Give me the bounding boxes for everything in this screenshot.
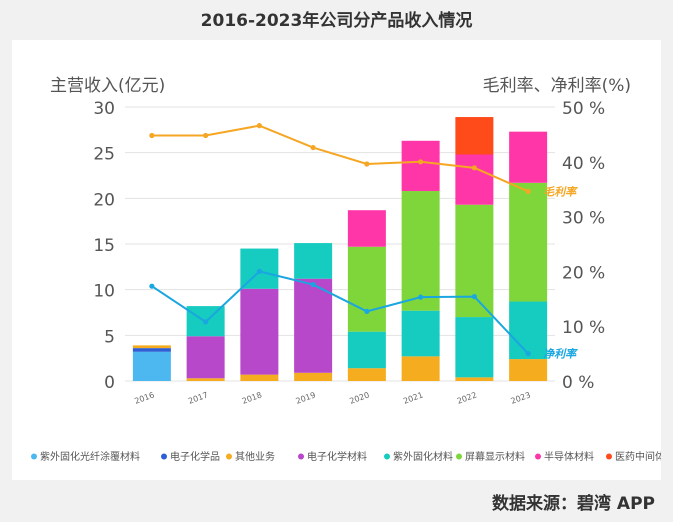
chart-svg: 0 5 10 15 20 25 30 0 % 10 % 20 % 30 % 40 % 50 % 主营收入(… [31,76,661,463]
x-tick-label: 2022 [456,390,478,405]
bar-segment [509,301,548,360]
line-point [310,281,316,288]
bar-segment [186,378,225,381]
bar-segment [186,336,225,379]
y2-tick-label: 50 % [562,99,605,119]
line-point [471,165,477,171]
y-tick-label: 10 [93,282,115,302]
bar-segment [455,377,494,381]
legend-marker [161,453,167,460]
legend-label: 电子化学品 [170,450,220,463]
line-point [149,132,155,139]
legend-marker [298,453,304,460]
line-point [256,268,262,274]
y2-tick-label: 0 % [562,373,594,393]
y2-axis-label: 毛利率、净利率(%) [483,76,631,96]
legend-label: 紫外固化光纤涂覆材料 [40,450,140,463]
bar-segment [294,243,333,279]
legend-marker [606,453,612,460]
line-point [364,161,370,167]
y2-tick-label: 30 % [562,209,605,229]
bar-segment [132,348,171,352]
bar-segment [455,317,494,378]
legend-label: 其他业务 [235,450,275,463]
line-point [418,294,424,300]
chart-title: 2016-2023年公司分产品收入情况 [200,11,473,31]
bar-segment [455,154,494,205]
bar-segment [401,140,440,192]
line-point [418,159,424,165]
bar-segment [509,182,548,302]
bar-segment [401,310,440,357]
line-point [525,351,531,357]
bar-segment [401,191,440,311]
bar-segment [294,372,333,381]
bar-segment [455,204,494,318]
bar-segment [401,356,440,381]
y2-tick-label: 20 % [562,263,605,283]
x-tick-label: 2018 [241,390,263,405]
bar-segment [132,345,171,349]
legend-marker [384,453,390,460]
legend-marker [31,453,37,460]
line-end-label: 毛利率 [543,185,578,198]
legend-label: 半导体材料 [544,450,594,463]
y2-tick-label: 10 % [562,318,605,338]
legend-marker [226,453,232,460]
bar-segment [347,246,386,332]
line-point [471,294,477,300]
x-tick-label: 2019 [295,390,317,405]
y-tick-label: 25 [93,145,115,165]
x-tick-label: 2016 [133,390,155,405]
line-point [203,319,209,325]
y-tick-label: 20 [93,190,115,210]
series-line [151,124,529,193]
bar-segment [455,117,494,155]
line-end-label: 净利率 [543,348,578,361]
x-tick-label: 2017 [187,390,209,405]
y-tick-label: 30 [93,99,115,119]
line-point [310,144,316,151]
legend-marker [535,453,541,460]
series-line [151,270,529,355]
chart-panel: 0 5 10 15 20 25 30 0 % 10 % 20 % 30 % 40 % 50 % 主营收入(… [12,40,661,480]
legend-label: 屏幕显示材料 [465,450,525,463]
bar-segment [509,131,548,183]
bar-segment [132,351,171,381]
line-point [364,308,370,315]
bar-segment [347,368,386,381]
line-point [149,283,155,289]
legend-label: 电子化学材料 [307,450,367,463]
y-axis-label: 主营收入(亿元) [50,76,165,96]
y-tick-label: 0 [104,373,115,393]
y-tick-label: 15 [93,236,115,256]
bar-segment [509,359,548,381]
x-tick-label: 2020 [348,390,370,405]
data-source: 数据来源：碧湾 APP [492,494,655,514]
x-tick-label: 2021 [402,390,424,405]
y-tick-label: 5 [104,327,115,347]
bar-segment [240,374,279,381]
bar-segment [294,278,333,373]
y2-tick-label: 40 % [562,154,605,174]
legend-label: 医药中间体 [615,450,661,463]
x-tick-label: 2023 [510,390,532,405]
line-point [525,188,531,194]
bar-segment [347,331,386,369]
bar-segment [347,210,386,247]
bar-segment [240,288,279,375]
line-point [256,123,262,129]
legend-marker [456,453,462,460]
legend-label: 紫外固化材料 [393,450,453,463]
line-point [203,132,209,139]
